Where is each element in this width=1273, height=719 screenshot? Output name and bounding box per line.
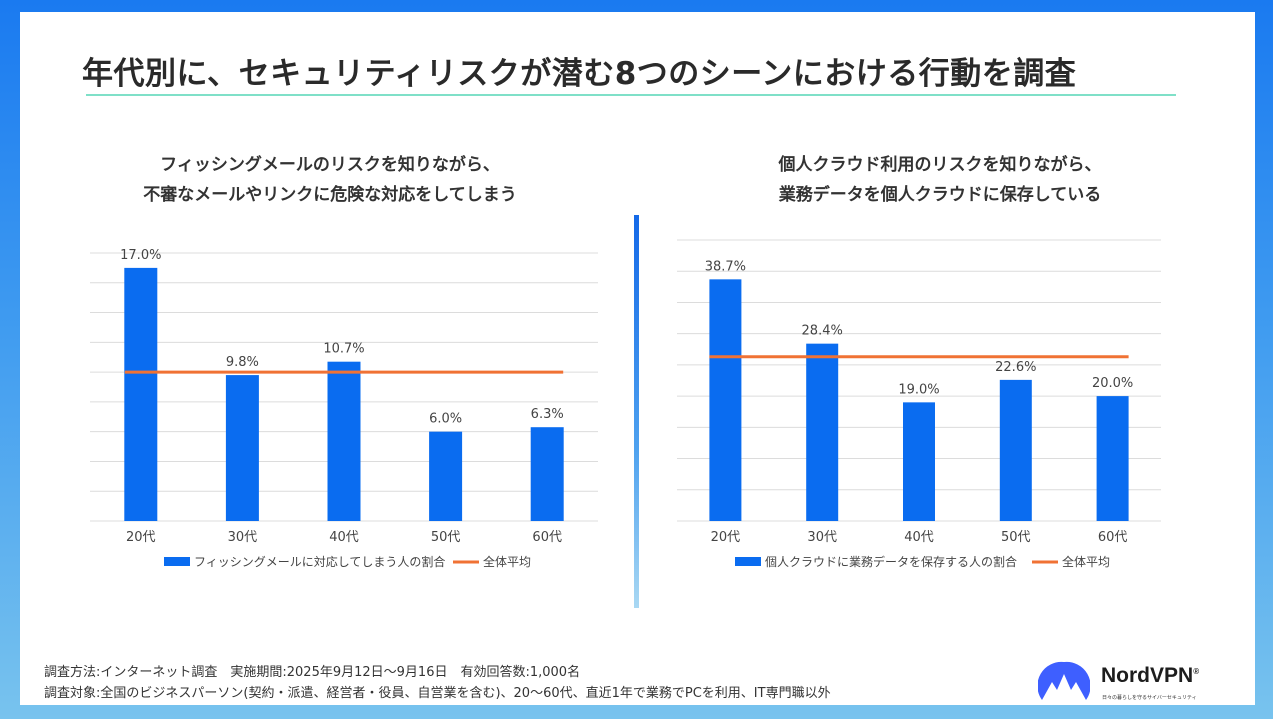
chart-divider bbox=[634, 215, 639, 608]
x-tick-label: 30代 bbox=[807, 530, 837, 545]
chart-1-title-line1: フィッシングメールのリスクを知りながら、 bbox=[160, 155, 500, 175]
legend-swatch-series bbox=[164, 557, 190, 566]
page-title: 年代別に、セキュリティリスクが潜む8つのシーンにおける行動を調査 bbox=[82, 56, 1077, 92]
bar-50代 bbox=[999, 379, 1032, 521]
x-tick-label: 40代 bbox=[904, 530, 934, 545]
bar-40代 bbox=[903, 402, 935, 521]
data-label: 6.0% bbox=[429, 412, 462, 427]
data-label: 38.7% bbox=[705, 259, 746, 274]
nordvpn-logo-icon bbox=[1038, 661, 1090, 700]
chart-2-title-line1: 個人クラウド利用のリスクを知りながら、 bbox=[778, 155, 1102, 175]
bar-30代 bbox=[806, 343, 839, 521]
x-tick-label: 20代 bbox=[126, 530, 156, 545]
legend-label-average: 全体平均 bbox=[483, 554, 531, 569]
legend: フィッシングメールに対応してしまう人の割合 全体平均 bbox=[164, 554, 531, 569]
legend-label-average: 全体平均 bbox=[1062, 554, 1110, 569]
data-label: 9.8% bbox=[226, 355, 259, 370]
bar-50代 bbox=[429, 431, 463, 521]
footnote-method: 調査方法:インターネット調査 実施期間:2025年9月12日～9月16日 有効回… bbox=[44, 665, 581, 680]
x-tick-label: 20代 bbox=[711, 530, 741, 545]
logo-name: NordVPN bbox=[1101, 664, 1194, 687]
bar-30代 bbox=[225, 375, 259, 521]
x-tick-label: 30代 bbox=[228, 530, 258, 545]
x-tick-label: 60代 bbox=[1098, 530, 1128, 545]
bar-40代 bbox=[327, 361, 361, 521]
bar-60代 bbox=[530, 427, 564, 521]
data-label: 10.7% bbox=[323, 342, 364, 357]
data-label: 22.6% bbox=[995, 360, 1036, 375]
title-underline bbox=[86, 94, 1176, 96]
footnote-target: 調査対象:全国のビジネスパーソン(契約・派遣、経営者・役員、自営業を含む)、20… bbox=[44, 686, 831, 701]
x-tick-label: 50代 bbox=[1001, 530, 1031, 545]
legend-label-series: 個人クラウドに業務データを保存する人の割合 bbox=[765, 554, 1017, 569]
logo-registered: ® bbox=[1193, 667, 1200, 676]
chart-2-title: 個人クラウド利用のリスクを知りながら、 業務データを個人クラウドに保存している bbox=[700, 150, 1180, 210]
data-label: 28.4% bbox=[802, 324, 843, 339]
x-tick-label: 50代 bbox=[431, 530, 461, 545]
data-label: 17.0% bbox=[120, 248, 161, 263]
x-tick-label: 60代 bbox=[532, 530, 562, 545]
bar-20代 bbox=[124, 267, 158, 521]
chart-1-title: フィッシングメールのリスクを知りながら、 不審なメールやリンクに危険な対応をして… bbox=[90, 150, 570, 210]
nordvpn-logo-text: NordVPN® bbox=[1101, 664, 1199, 688]
chart-2-title-line2: 業務データを個人クラウドに保存している bbox=[778, 185, 1102, 205]
data-label: 20.0% bbox=[1092, 376, 1133, 391]
legend-swatch-series bbox=[735, 557, 761, 566]
legend-label-series: フィッシングメールに対応してしまう人の割合 bbox=[194, 554, 445, 569]
bar-60代 bbox=[1096, 396, 1129, 521]
data-label: 19.0% bbox=[898, 382, 939, 397]
bar-20代 bbox=[709, 279, 742, 521]
data-label: 6.3% bbox=[531, 407, 564, 422]
chart-1-title-line2: 不審なメールやリンクに危険な対応をしてしまう bbox=[143, 185, 517, 205]
legend: 個人クラウドに業務データを保存する人の割合 全体平均 bbox=[735, 554, 1110, 569]
x-tick-label: 40代 bbox=[329, 530, 359, 545]
nordvpn-tagline: 日々の暮らしを守るサイバーセキュリティ bbox=[1102, 695, 1197, 701]
